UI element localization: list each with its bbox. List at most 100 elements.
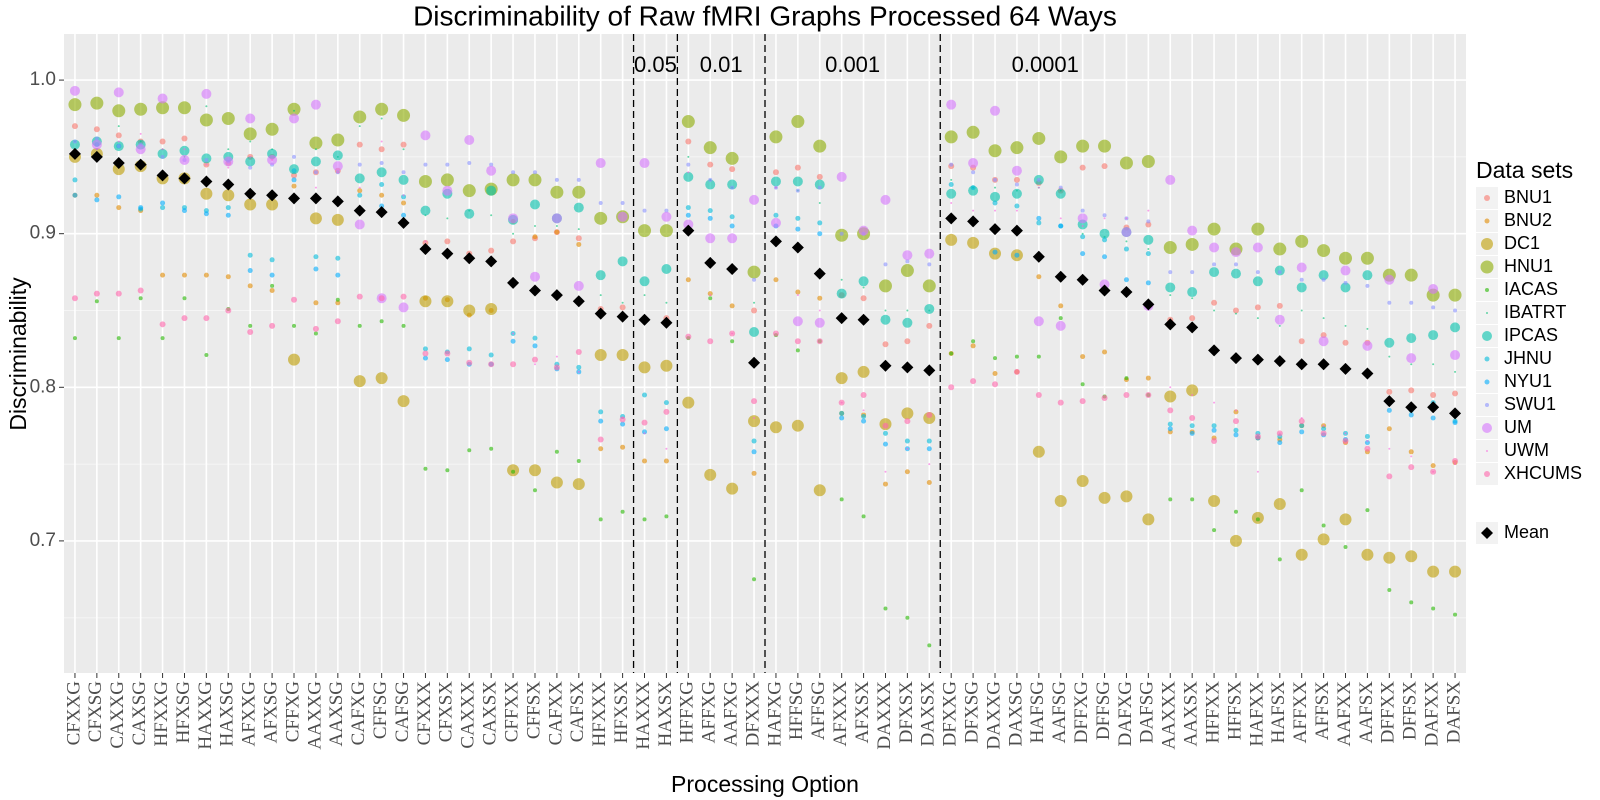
point bbox=[1032, 445, 1045, 458]
point bbox=[1124, 376, 1129, 381]
point bbox=[223, 156, 234, 167]
point bbox=[572, 478, 585, 491]
point bbox=[1233, 262, 1238, 267]
point bbox=[269, 272, 275, 278]
x-tick-label: HFFSX bbox=[1224, 681, 1245, 740]
point bbox=[1015, 209, 1018, 212]
x-tick-label: HFFXG bbox=[677, 681, 698, 744]
point bbox=[488, 247, 495, 254]
point bbox=[594, 349, 607, 362]
point bbox=[751, 449, 757, 455]
point bbox=[159, 138, 166, 145]
point bbox=[1318, 270, 1329, 281]
point bbox=[1386, 473, 1393, 480]
point bbox=[1058, 316, 1063, 321]
point bbox=[817, 231, 823, 237]
point bbox=[1300, 309, 1303, 312]
point bbox=[205, 163, 208, 166]
point bbox=[1190, 270, 1195, 275]
mean-marker bbox=[835, 312, 848, 325]
point bbox=[420, 205, 431, 216]
point bbox=[1252, 242, 1263, 253]
point bbox=[1365, 283, 1370, 288]
point bbox=[467, 161, 472, 166]
x-tick-label: CFFSX bbox=[523, 681, 544, 739]
point bbox=[729, 214, 735, 220]
point bbox=[138, 205, 144, 211]
point bbox=[379, 319, 384, 324]
point bbox=[1344, 432, 1347, 435]
point bbox=[725, 151, 739, 165]
point bbox=[1036, 354, 1041, 359]
point bbox=[291, 296, 298, 303]
point bbox=[642, 517, 647, 522]
point bbox=[1254, 433, 1261, 440]
point bbox=[1431, 606, 1436, 611]
mean-marker bbox=[616, 310, 629, 323]
point bbox=[1431, 305, 1436, 310]
legend-marker bbox=[1481, 527, 1493, 539]
point bbox=[1299, 423, 1305, 429]
point bbox=[354, 173, 365, 184]
point bbox=[1386, 426, 1392, 432]
point bbox=[291, 168, 297, 174]
point bbox=[642, 458, 648, 464]
point bbox=[1366, 327, 1369, 330]
point bbox=[181, 315, 188, 322]
point bbox=[968, 158, 979, 169]
point bbox=[1340, 265, 1351, 276]
point bbox=[72, 192, 78, 198]
legend-marker bbox=[1482, 423, 1492, 433]
point bbox=[572, 185, 586, 199]
point bbox=[1364, 445, 1371, 452]
legend-label: XHCUMS bbox=[1504, 463, 1582, 483]
point bbox=[665, 301, 668, 304]
x-tick-label: DFXSG bbox=[961, 681, 982, 744]
point bbox=[681, 115, 695, 129]
point bbox=[1339, 513, 1352, 526]
point bbox=[747, 265, 761, 279]
point bbox=[225, 205, 231, 211]
point bbox=[992, 200, 998, 206]
mean-marker bbox=[1405, 401, 1418, 414]
point bbox=[1035, 391, 1042, 398]
point bbox=[288, 353, 301, 366]
point bbox=[488, 352, 494, 358]
mean-marker bbox=[68, 147, 81, 160]
point bbox=[181, 135, 188, 142]
legend-marker bbox=[1484, 356, 1490, 362]
point bbox=[466, 346, 472, 352]
point bbox=[660, 359, 673, 372]
point bbox=[619, 416, 626, 423]
point bbox=[926, 446, 932, 452]
point bbox=[269, 257, 275, 263]
point bbox=[1076, 139, 1090, 153]
point bbox=[1123, 246, 1129, 252]
point bbox=[795, 226, 801, 232]
point bbox=[1145, 391, 1152, 398]
point bbox=[1165, 282, 1176, 293]
point bbox=[249, 140, 252, 143]
point bbox=[72, 177, 78, 183]
point bbox=[839, 231, 844, 236]
point bbox=[1013, 368, 1020, 375]
mean-marker bbox=[704, 256, 717, 269]
point bbox=[1296, 262, 1307, 273]
x-tick-label: DAFSG bbox=[1137, 681, 1158, 744]
x-tick-label: DFXXX bbox=[742, 681, 763, 747]
point bbox=[1164, 390, 1177, 403]
point bbox=[597, 436, 604, 443]
x-tick-label: DAFSX bbox=[1443, 681, 1464, 744]
point bbox=[926, 480, 932, 486]
point bbox=[1342, 438, 1349, 445]
point bbox=[402, 148, 405, 151]
point bbox=[575, 348, 582, 355]
point bbox=[1276, 302, 1283, 309]
point bbox=[1167, 421, 1173, 427]
point bbox=[902, 250, 913, 261]
point bbox=[69, 139, 80, 150]
threshold-label: 0.0001 bbox=[1012, 52, 1079, 77]
point bbox=[880, 194, 891, 205]
point bbox=[379, 203, 385, 209]
point bbox=[1055, 188, 1066, 199]
